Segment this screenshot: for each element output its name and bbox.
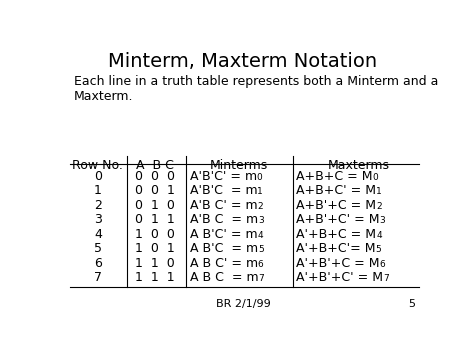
Text: 4: 4: [257, 231, 263, 240]
Text: 0: 0: [373, 173, 378, 182]
Text: 1: 1: [257, 187, 263, 196]
Text: A'B C  = m: A'B C = m: [190, 213, 258, 226]
Text: 6: 6: [94, 257, 102, 270]
Text: 1  0  0: 1 0 0: [135, 228, 175, 241]
Text: A B C  = m: A B C = m: [190, 271, 258, 284]
Text: 3: 3: [380, 217, 385, 225]
Text: 3: 3: [258, 217, 264, 225]
Text: 4: 4: [376, 231, 382, 240]
Text: Minterms: Minterms: [210, 159, 268, 172]
Text: 0  1  0: 0 1 0: [135, 199, 175, 212]
Text: A'+B+C = M: A'+B+C = M: [296, 228, 376, 241]
Text: A B'C' = m: A B'C' = m: [190, 228, 257, 241]
Text: 5: 5: [258, 245, 264, 255]
Text: A'+B'+C = M: A'+B'+C = M: [296, 257, 380, 270]
Text: A+B'+C' = M: A+B'+C' = M: [296, 213, 380, 226]
Text: Maxterms: Maxterms: [328, 159, 390, 172]
Text: A'B'C  = m: A'B'C = m: [190, 184, 257, 197]
Text: 7: 7: [258, 274, 264, 283]
Text: Row No.: Row No.: [73, 159, 123, 172]
Text: A  B C: A B C: [136, 159, 173, 172]
Text: 0: 0: [257, 173, 263, 182]
Text: A+B+C' = M: A+B+C' = M: [296, 184, 376, 197]
Text: 5: 5: [376, 245, 382, 255]
Text: A B C' = m: A B C' = m: [190, 257, 258, 270]
Text: 5: 5: [94, 242, 102, 255]
Text: 1  0  1: 1 0 1: [135, 242, 174, 255]
Text: Minterm, Maxterm Notation: Minterm, Maxterm Notation: [109, 52, 377, 71]
Text: A'+B+C'= M: A'+B+C'= M: [296, 242, 376, 255]
Text: 0: 0: [94, 170, 102, 183]
Text: 2: 2: [94, 199, 102, 212]
Text: 1  1  0: 1 1 0: [135, 257, 174, 270]
Text: A+B+C = M: A+B+C = M: [296, 170, 373, 183]
Text: A'B'C' = m: A'B'C' = m: [190, 170, 257, 183]
Text: 2: 2: [257, 202, 263, 211]
Text: A'+B'+C' = M: A'+B'+C' = M: [296, 271, 383, 284]
Text: 4: 4: [94, 228, 102, 241]
Text: 0  0  1: 0 0 1: [135, 184, 175, 197]
Text: 5: 5: [409, 299, 416, 309]
Text: 7: 7: [94, 271, 102, 284]
Text: 6: 6: [380, 260, 385, 269]
Text: 2: 2: [376, 202, 382, 211]
Text: 0  0  0: 0 0 0: [135, 170, 175, 183]
Text: BR 2/1/99: BR 2/1/99: [216, 299, 270, 309]
Text: 3: 3: [94, 213, 102, 226]
Text: 1: 1: [94, 184, 102, 197]
Text: 1  1  1: 1 1 1: [135, 271, 174, 284]
Text: A'B C' = m: A'B C' = m: [190, 199, 257, 212]
Text: 6: 6: [258, 260, 264, 269]
Text: 1: 1: [376, 187, 382, 196]
Text: Each line in a truth table represents both a Minterm and a
Maxterm.: Each line in a truth table represents bo…: [74, 75, 438, 103]
Text: A B'C  = m: A B'C = m: [190, 242, 258, 255]
Text: A+B'+C = M: A+B'+C = M: [296, 199, 376, 212]
Text: 0  1  1: 0 1 1: [135, 213, 174, 226]
Text: 7: 7: [383, 274, 389, 283]
